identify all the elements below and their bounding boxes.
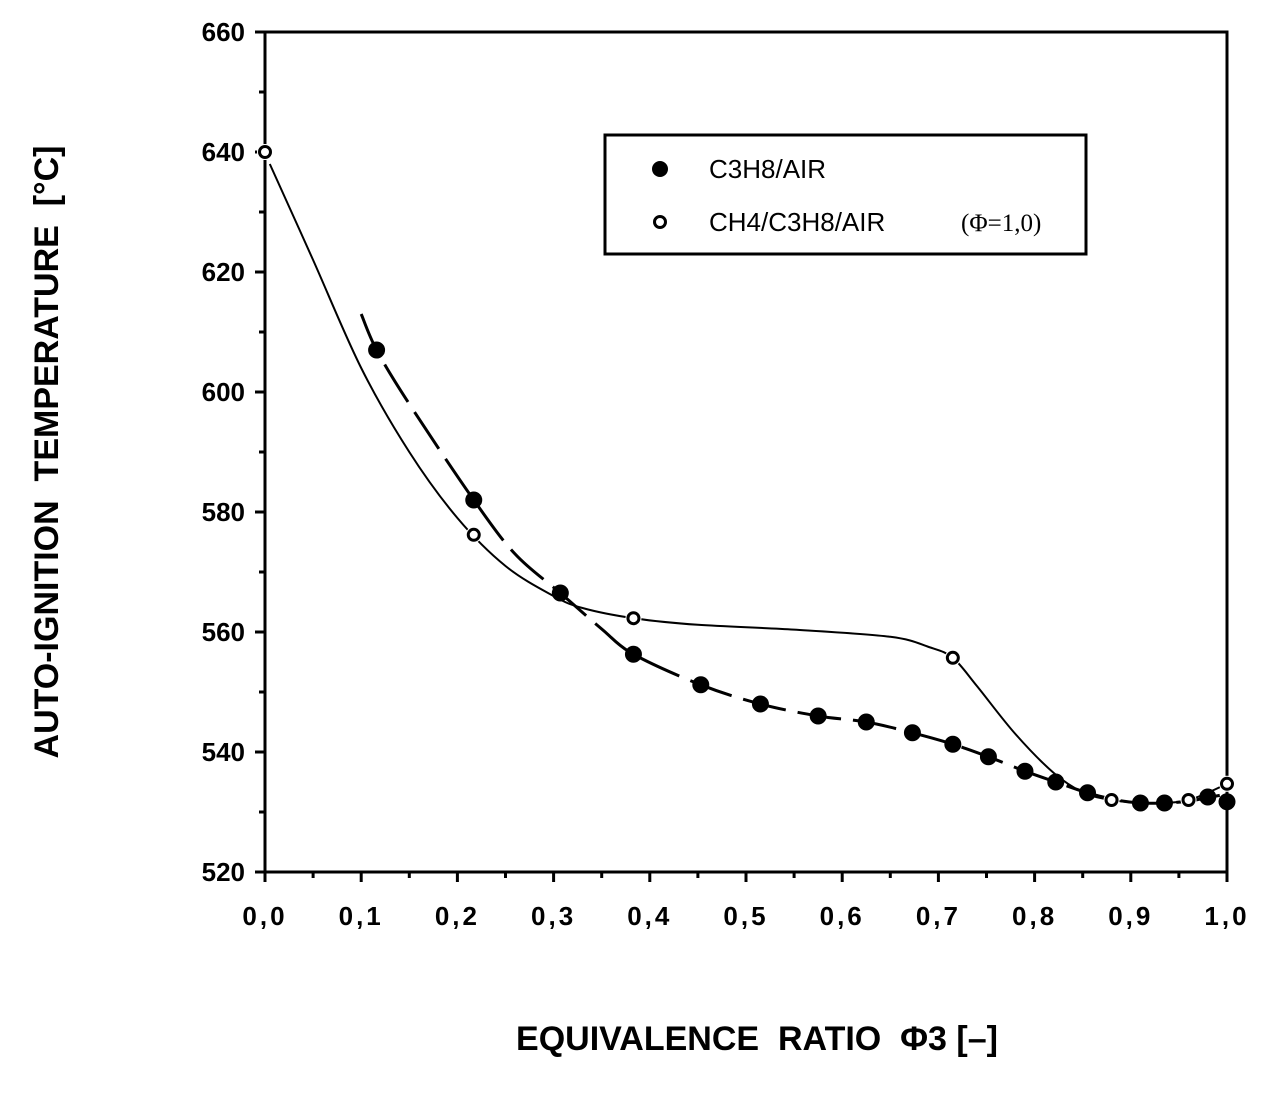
y-tick-label: 520 <box>202 857 245 887</box>
y-tick-label: 600 <box>202 377 245 407</box>
data-point-c3h8-air <box>1079 784 1097 802</box>
data-point-c3h8-air <box>944 735 962 753</box>
data-point-c3h8-air <box>551 584 569 602</box>
legend-marker-open-circle <box>653 215 667 229</box>
x-tick-label: 0,0 <box>242 901 287 931</box>
x-axis-label: EQUIVALENCE RATIO Φ3 [–] <box>516 1020 998 1058</box>
x-tick-label: 0,6 <box>820 901 865 931</box>
legend: C3H8/AIR CH4/C3H8/AIR (Φ=1,0) <box>603 133 1088 256</box>
curves-layer <box>268 163 1228 805</box>
data-point-c3h8-air <box>1218 793 1236 811</box>
data-point-ch4-c3h8-air <box>626 611 641 626</box>
y-tick-label: 540 <box>202 737 245 767</box>
points-layer <box>257 144 1236 812</box>
data-point-c3h8-air <box>1199 788 1217 806</box>
labels-layer: 520 540 560 580 600 620 640 660 0,0 0,1 0,2 0,3 0,4 0… <box>202 17 1249 931</box>
x-tick-label: 0,9 <box>1108 901 1153 931</box>
x-tick-label: 1,0 <box>1204 901 1249 931</box>
x-tick-label: 0,3 <box>531 901 576 931</box>
data-point-ch4-c3h8-air <box>1181 793 1196 807</box>
series-line-1 <box>359 313 1228 805</box>
data-point-c3h8-air <box>692 676 710 694</box>
x-tick-label: 0,4 <box>627 901 672 931</box>
data-point-c3h8-air <box>1016 762 1034 780</box>
legend-note: (Φ=1,0) <box>961 210 1041 237</box>
data-point-ch4-c3h8-air <box>945 650 960 665</box>
legend-items: C3H8/AIR CH4/C3H8/AIR <box>652 154 885 237</box>
legend-marker-filled-circle <box>652 161 668 177</box>
data-point-c3h8-air <box>903 724 921 742</box>
data-point-c3h8-air <box>465 491 483 509</box>
data-point-c3h8-air <box>1155 794 1173 812</box>
data-point-c3h8-air <box>809 707 827 725</box>
data-point-c3h8-air <box>368 341 386 359</box>
x-tick-label: 0,5 <box>723 901 768 931</box>
legend-label: CH4/C3H8/AIR <box>709 207 885 237</box>
x-tick-label: 0,8 <box>1012 901 1057 931</box>
y-axis-label: AUTO-IGNITION TEMPERATURE [°C] <box>28 146 66 759</box>
x-tick-label: 0,1 <box>339 901 384 931</box>
x-tick-label: 0,2 <box>435 901 480 931</box>
data-point-c3h8-air <box>979 748 997 766</box>
y-tick-label: 640 <box>202 137 245 167</box>
legend-box <box>603 133 1088 256</box>
data-point-c3h8-air <box>1131 794 1149 812</box>
x-tick-label: 0,7 <box>916 901 961 931</box>
data-point-ch4-c3h8-air <box>466 527 481 542</box>
y-tick-label: 660 <box>202 17 245 47</box>
data-point-c3h8-air <box>857 713 875 731</box>
data-point-ch4-c3h8-air <box>258 145 272 159</box>
legend-label: C3H8/AIR <box>709 154 826 184</box>
plot-frame <box>263 30 1229 874</box>
data-point-ch4-c3h8-air <box>1220 776 1234 791</box>
data-point-c3h8-air <box>1047 773 1065 791</box>
data-point-ch4-c3h8-air <box>1104 793 1119 807</box>
data-point-c3h8-air <box>624 645 642 663</box>
y-tick-label: 560 <box>202 617 245 647</box>
data-point-c3h8-air <box>751 695 769 713</box>
y-tick-label: 620 <box>202 257 245 287</box>
y-tick-label: 580 <box>202 497 245 527</box>
series-line-2 <box>268 163 1228 805</box>
